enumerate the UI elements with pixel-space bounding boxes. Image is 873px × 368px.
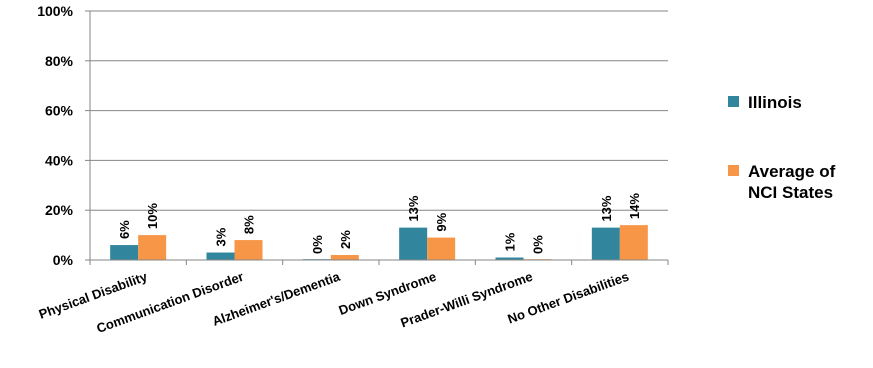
bar-illinois bbox=[206, 252, 235, 260]
legend-swatch bbox=[728, 165, 739, 176]
data-label: 2% bbox=[338, 230, 353, 249]
data-labels: 6% 10% 3% 8% 0% 2% 13% 9% 1% 0% 13% 14% bbox=[117, 193, 642, 254]
legend-label: NCI States bbox=[748, 183, 833, 202]
bar-illinois bbox=[591, 227, 620, 260]
bar-nci-average bbox=[330, 255, 359, 260]
data-label: 13% bbox=[599, 195, 614, 221]
bar-illinois bbox=[495, 257, 524, 260]
bar-nci-average bbox=[138, 235, 167, 260]
axes bbox=[89, 11, 669, 265]
legend-label: Illinois bbox=[748, 93, 802, 112]
data-label: 0% bbox=[310, 235, 325, 254]
legend-label: Average of bbox=[748, 162, 836, 181]
data-label: 10% bbox=[145, 203, 160, 229]
y-axis-ticks: 0% 20% 40% 60% 80% 100% bbox=[37, 3, 90, 268]
bar-illinois bbox=[110, 245, 139, 260]
data-label: 13% bbox=[406, 195, 421, 221]
y-tick-label: 60% bbox=[45, 103, 74, 119]
gridlines bbox=[90, 10, 668, 211]
bar-nci-average bbox=[234, 240, 263, 260]
data-label: 8% bbox=[242, 215, 257, 234]
data-label: 6% bbox=[117, 220, 132, 239]
y-tick-label: 100% bbox=[37, 3, 73, 19]
data-label: 9% bbox=[434, 212, 449, 231]
bar-nci-average bbox=[427, 237, 456, 260]
bar-nci-average bbox=[619, 225, 648, 260]
y-tick-label: 80% bbox=[45, 53, 74, 69]
data-label: 0% bbox=[531, 235, 546, 254]
data-label: 3% bbox=[214, 227, 229, 246]
data-label: 1% bbox=[503, 232, 518, 251]
legend-swatch bbox=[728, 96, 739, 107]
bar-illinois bbox=[399, 227, 428, 260]
legend: Illinois Average of NCI States bbox=[728, 93, 836, 202]
y-tick-label: 20% bbox=[45, 202, 74, 218]
y-tick-label: 40% bbox=[45, 152, 74, 168]
y-tick-label: 0% bbox=[53, 252, 74, 268]
data-label: 14% bbox=[627, 193, 642, 219]
bars bbox=[110, 225, 648, 260]
